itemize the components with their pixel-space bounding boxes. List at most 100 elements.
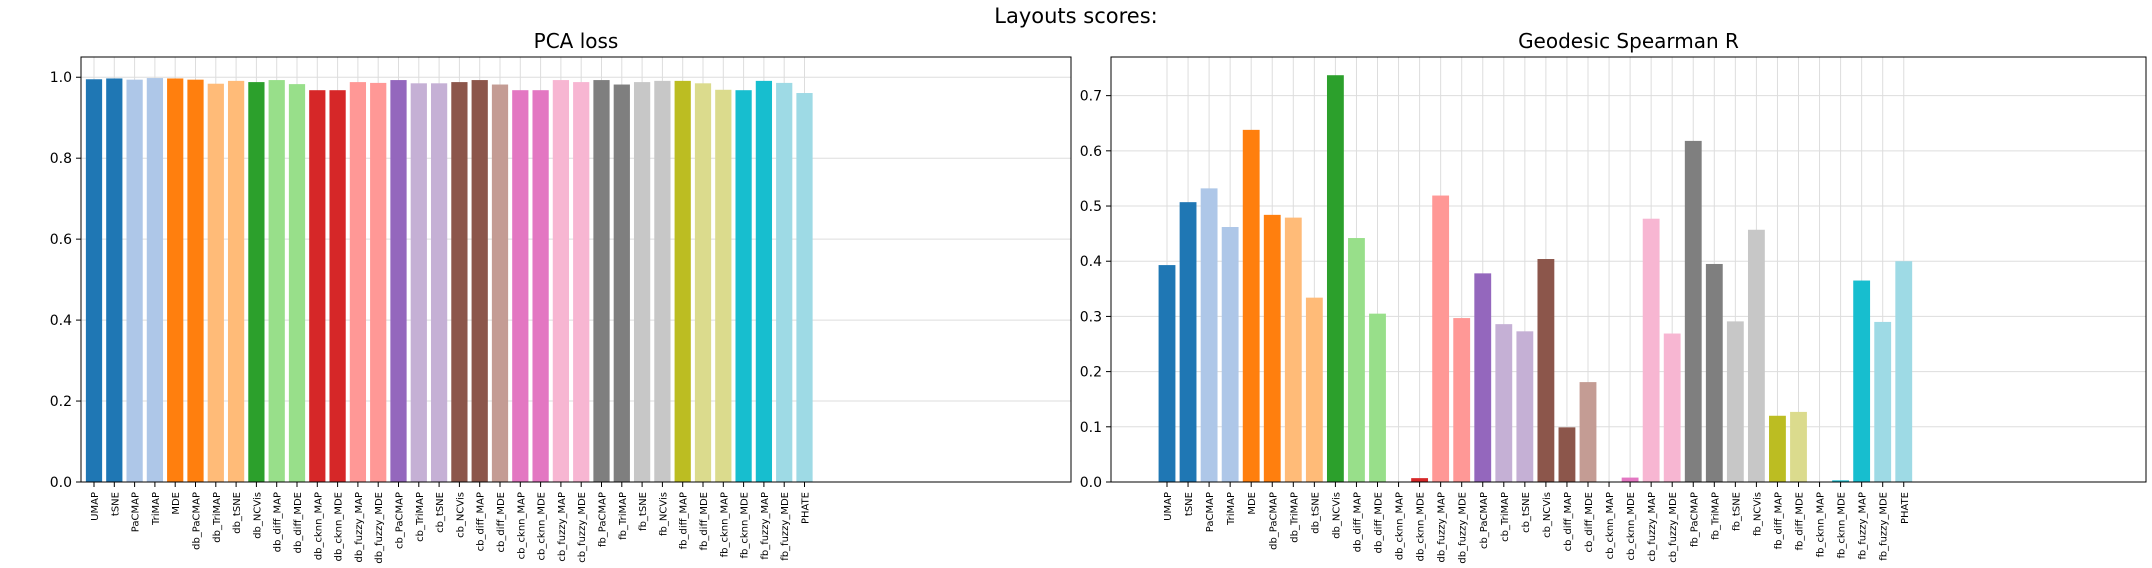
chart-geodesic-spearman: Geodesic Spearman R 0.0 0.1 0.2 0.3 0.4 0.5 0.6… [1080, 29, 2147, 564]
bar [1705, 263, 1723, 482]
chart-title: Geodesic Spearman R [1518, 29, 1739, 53]
x-tick-label: cb_TriMAP [415, 492, 426, 542]
x-tick-label: cb_fuzzy_MAP [557, 492, 568, 562]
bar [776, 82, 793, 483]
x-tick-label: fb_PaCMAP [1689, 492, 1700, 547]
x-tick-label: db_cknn_MDE [1416, 492, 1427, 561]
bar [593, 80, 610, 483]
x-tick-label: fb_fuzzy_MDE [1879, 492, 1890, 561]
x-tick-label: cb_fuzzy_MDE [577, 492, 588, 563]
bar [329, 90, 346, 482]
bar [1305, 297, 1323, 482]
bar [512, 90, 529, 482]
x-tick-label: db_cknn_MAP [313, 492, 324, 560]
x-tick-label: db_fuzzy_MDE [374, 492, 385, 564]
axes-frame [80, 56, 1072, 483]
bar [1769, 415, 1786, 482]
x-tick-label: cb_diff_MDE [496, 492, 507, 553]
bar [430, 83, 448, 483]
y-tick-label: 0.3 [1080, 309, 1102, 325]
x-tick-label: tSNE [1184, 492, 1195, 516]
x-tick-label: db_diff_MDE [293, 492, 304, 553]
bar [491, 84, 509, 483]
y-tick-label: 0.4 [50, 313, 72, 329]
bar [1158, 265, 1176, 482]
x-tick-label: db_NCVis [1331, 492, 1342, 539]
bar [1642, 218, 1660, 483]
bar [349, 82, 367, 482]
bar [1832, 480, 1850, 482]
bar [755, 80, 773, 482]
bar [207, 83, 224, 482]
x-tick-label: cb_diff_MAP [476, 492, 487, 551]
bar [1221, 227, 1239, 482]
x-tick-label: db_cknn_MAP [1395, 492, 1406, 560]
x-tick-label: fb_tSNE [638, 492, 649, 531]
bar [1747, 229, 1765, 482]
x-tick-label: fb_tSNE [1731, 492, 1742, 531]
bar [694, 83, 712, 483]
bar [613, 84, 630, 483]
y-tick-label: 0.2 [50, 394, 72, 410]
x-tick-label: UMAP [90, 492, 101, 521]
x-tick-label: db_diff_MAP [1352, 492, 1363, 552]
bar [1516, 331, 1534, 482]
x-tick-label: fb_TriMAP [1710, 492, 1721, 540]
bar [796, 93, 813, 483]
bar [1726, 321, 1744, 482]
y-tick-label: 0.2 [1080, 365, 1102, 381]
x-tick-label: cb_TriMAP [1500, 492, 1511, 542]
x-tick-label: db_fuzzy_MDE [1458, 492, 1469, 564]
x-tick-label: PaCMAP [1205, 492, 1216, 532]
x-tick-label: fb_diff_MDE [699, 492, 710, 551]
bar [1284, 217, 1302, 482]
bar [471, 80, 488, 483]
x-tick-label: cb_cknn_MAP [516, 492, 527, 559]
x-tick-label: PaCMAP [131, 492, 142, 532]
x-tick-label: fb_cknn_MAP [719, 492, 730, 557]
y-tick-label: 0.7 [1080, 89, 1102, 105]
x-tick-label: db_diff_MAP [273, 492, 284, 552]
bar [268, 80, 285, 483]
bar [1621, 477, 1639, 482]
x-tick-label: db_PaCMAP [1268, 492, 1279, 550]
x-tick-label: cb_diff_MAP [1563, 492, 1574, 551]
bar [167, 78, 184, 482]
x-tick-label: cb_PaCMAP [395, 492, 406, 549]
x-tick-label: db_cknn_MDE [334, 492, 345, 561]
axes-frame [1110, 56, 2147, 483]
x-tick-label: db_diff_MDE [1374, 492, 1385, 553]
bar [288, 84, 306, 482]
bar [552, 80, 570, 483]
x-tick-label: fb_diff_MAP [1773, 492, 1784, 549]
x-tick-label: fb_cknn_MDE [740, 492, 751, 558]
x-tick-label: fb_fuzzy_MAP [1858, 492, 1869, 560]
x-tick-label: cb_tSNE [1521, 492, 1532, 533]
bar [451, 82, 468, 482]
bar [146, 78, 164, 483]
x-tick-label: fb_cknn_MAP [1816, 492, 1827, 557]
bar [370, 82, 387, 483]
x-tick-label: db_fuzzy_MAP [354, 492, 365, 562]
y-tick-label: 0.4 [1080, 254, 1102, 270]
x-tick-label: cb_diff_MDE [1584, 492, 1595, 553]
x-tick-label: db_NCVis [252, 492, 263, 539]
x-tick-label: MDE [1247, 492, 1258, 515]
bar [1348, 238, 1365, 482]
bar [1474, 273, 1492, 482]
x-tick-label: PHATE [801, 492, 812, 524]
bar [1369, 313, 1386, 482]
bar [1242, 129, 1260, 482]
y-tick-label: 0.0 [50, 475, 72, 491]
x-tick-label: cb_NCVis [455, 492, 466, 538]
y-tick-label: 1.0 [50, 70, 72, 86]
x-tick-label: cb_fuzzy_MAP [1647, 492, 1658, 562]
bar [1684, 140, 1702, 482]
x-tick-label: db_TriMAP [1289, 492, 1300, 543]
bar [390, 80, 407, 483]
chart-pca-loss: PCA loss 0.0 0.2 0.4 0.6 0.8 1.0 UMAP tSNE PaCMAP… [50, 29, 1072, 564]
x-tick-label: TriMAP [151, 492, 162, 526]
bar [1453, 318, 1471, 482]
x-tick-label: TriMAP [1226, 492, 1237, 526]
